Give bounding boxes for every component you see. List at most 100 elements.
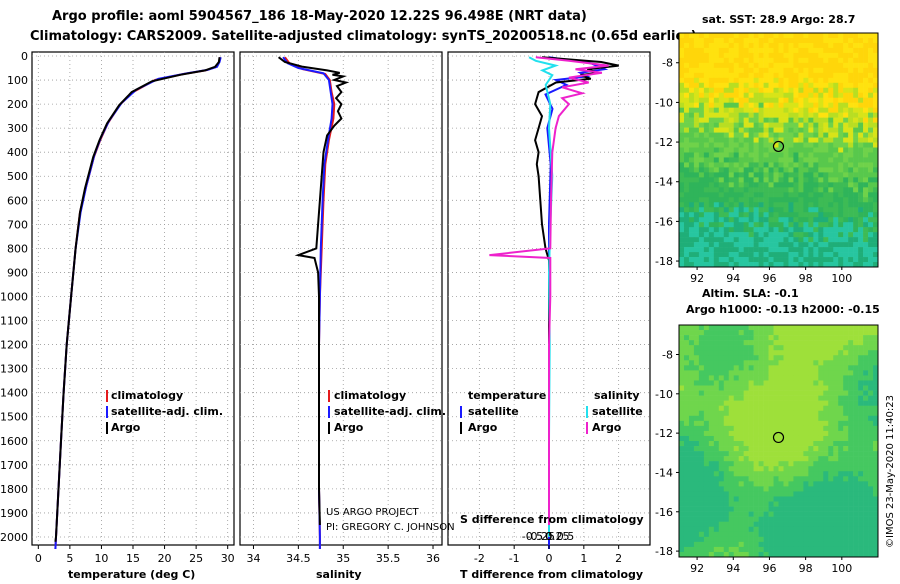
map-cell — [703, 167, 710, 173]
map-cell — [823, 72, 829, 79]
map-cell — [748, 380, 754, 386]
map-cell — [818, 197, 824, 203]
map-cell — [843, 400, 849, 406]
map-cell — [733, 461, 739, 467]
map-cell — [708, 501, 715, 507]
map-cell — [803, 97, 809, 103]
map-cell — [873, 335, 879, 341]
map-cell — [728, 531, 735, 538]
map-cell — [679, 390, 685, 396]
map-cell — [868, 410, 874, 417]
map-cell — [698, 202, 705, 208]
map-cell — [748, 177, 754, 183]
map-cell — [768, 441, 774, 447]
map-cell — [868, 365, 874, 371]
map-cell — [828, 435, 834, 442]
map-cell — [748, 162, 754, 168]
map-cell — [688, 157, 695, 163]
map-cell — [753, 355, 759, 361]
map-x-tick-label: 96 — [762, 272, 776, 285]
map-cell — [733, 87, 739, 94]
map-cell — [703, 546, 710, 553]
map-cell — [823, 237, 829, 243]
map-cell — [848, 132, 854, 138]
map-cell — [758, 365, 764, 371]
map-cell — [698, 466, 705, 472]
map-cell — [788, 77, 794, 84]
map-cell — [863, 415, 869, 422]
map-cell — [783, 340, 789, 346]
map-cell — [758, 400, 764, 406]
map-cell — [798, 92, 804, 99]
map-cell — [793, 152, 799, 158]
map-cell — [833, 182, 839, 188]
map-cell — [713, 375, 720, 381]
map-cell — [758, 82, 764, 89]
map-cell — [803, 380, 809, 386]
map-cell — [853, 137, 859, 143]
map-cell — [848, 202, 854, 208]
map-cell — [853, 152, 859, 158]
map-cell — [698, 471, 705, 477]
map-cell — [858, 536, 864, 543]
map-cell — [743, 217, 749, 223]
map-cell — [833, 177, 839, 183]
map-cell — [688, 172, 695, 178]
map-cell — [763, 516, 769, 522]
map-cell — [783, 182, 789, 188]
map-cell — [853, 375, 859, 381]
map-cell — [848, 511, 854, 517]
map-cell — [688, 420, 695, 427]
map-cell — [818, 325, 824, 331]
map-cell — [803, 531, 809, 538]
map-cell — [773, 506, 779, 512]
map-cell — [868, 107, 874, 113]
map-cell — [743, 330, 749, 336]
map-cell — [708, 506, 715, 512]
map-cell — [768, 117, 774, 123]
map-cell — [758, 237, 764, 243]
map-cell — [873, 446, 879, 452]
map-cell — [823, 162, 829, 168]
map-cell — [688, 415, 695, 422]
map-cell — [738, 491, 744, 497]
map-cell — [773, 147, 779, 153]
map-cell — [858, 82, 864, 89]
map-cell — [863, 217, 869, 223]
map-cell — [828, 430, 834, 437]
s-tick-label: -0.25 — [526, 530, 554, 543]
salinity-legend: climatology satellite-adj. clim. Argo — [328, 389, 446, 434]
map-cell — [833, 476, 839, 482]
map-cell — [723, 227, 730, 233]
map-cell — [873, 360, 879, 366]
map-cell — [808, 511, 814, 517]
map-cell — [679, 491, 685, 497]
map-cell — [873, 107, 879, 113]
map-cell — [768, 370, 774, 376]
map-cell — [733, 102, 739, 108]
map-cell — [848, 237, 854, 243]
map-cell — [838, 257, 844, 263]
map-cell — [679, 395, 685, 401]
map-cell — [698, 227, 705, 233]
map-cell — [848, 380, 854, 386]
map-cell — [743, 202, 749, 208]
map-cell — [768, 72, 774, 79]
map-cell — [723, 446, 730, 452]
map-cell — [763, 446, 769, 452]
map-cell — [688, 365, 695, 371]
map-cell — [758, 227, 764, 233]
map-cell — [778, 232, 784, 238]
map-cell — [828, 117, 834, 123]
map-cell — [853, 405, 859, 412]
map-cell — [833, 390, 839, 396]
map-cell — [848, 97, 854, 103]
map-cell — [683, 162, 690, 168]
map-cell — [833, 112, 839, 118]
map-cell — [813, 506, 819, 512]
map-cell — [813, 132, 819, 138]
map-cell — [698, 222, 705, 228]
legend-label-argo: Argo — [334, 421, 364, 434]
map-cell — [763, 345, 769, 351]
map-cell — [818, 37, 824, 44]
